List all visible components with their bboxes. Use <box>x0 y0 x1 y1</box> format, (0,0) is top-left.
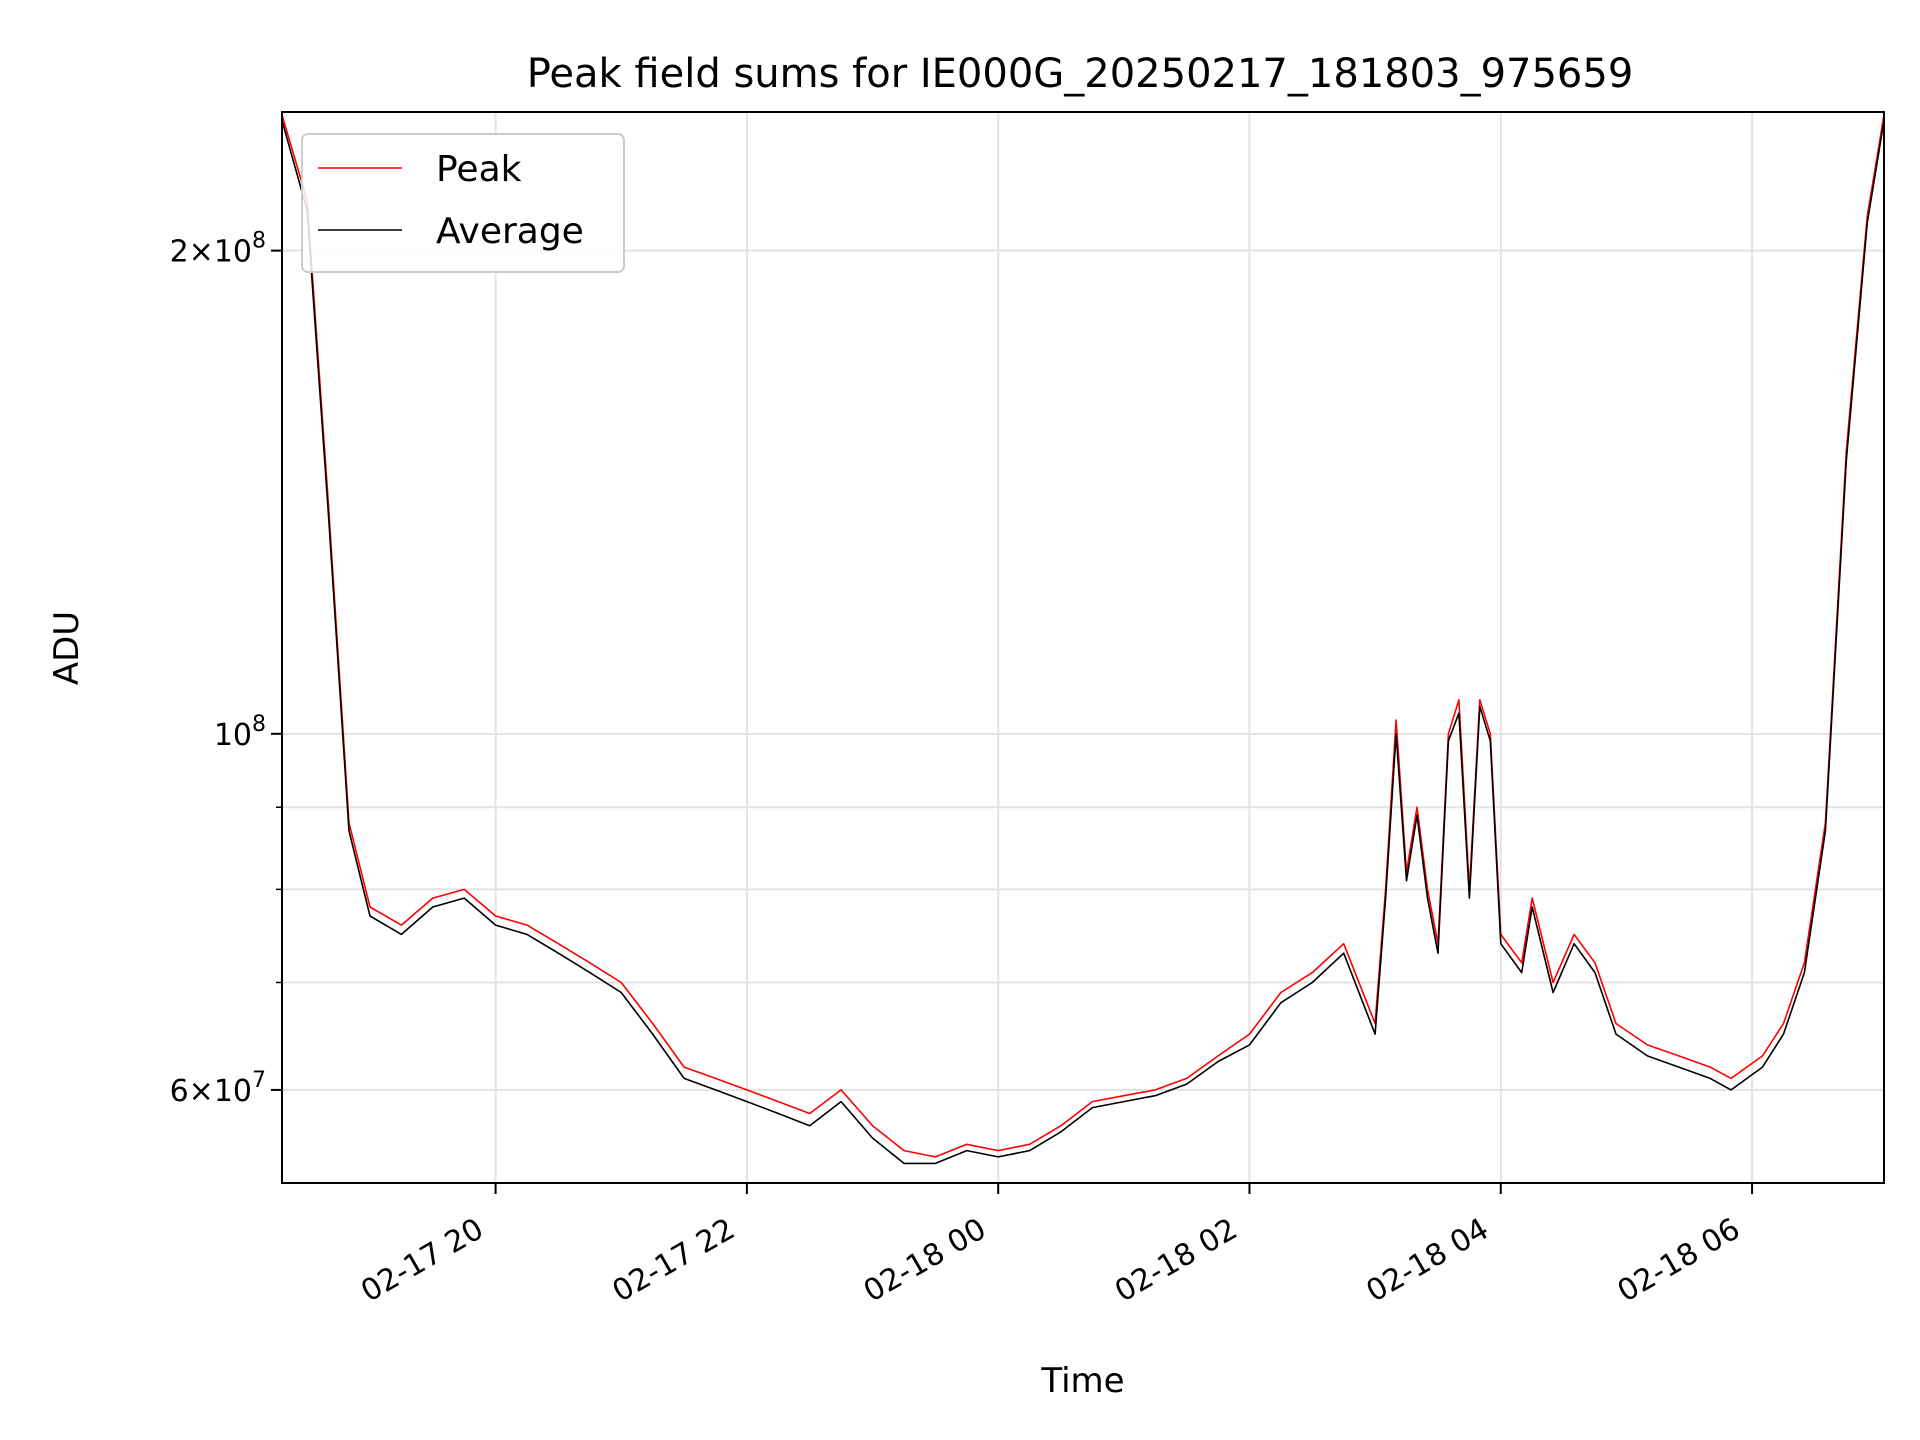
y-axis-label: ADU <box>47 611 87 685</box>
legend-label-average: Average <box>436 211 584 252</box>
y-tick-label-exponent: 8 <box>252 229 266 254</box>
series-line-peak <box>282 114 1884 1158</box>
x-axis-label: Time <box>1040 1361 1124 1401</box>
series-lines <box>282 114 1884 1165</box>
chart-title: Peak field sums for IE000G_20250217_1818… <box>527 51 1634 97</box>
legend-label-peak: Peak <box>436 149 522 190</box>
y-tick-label-base: 6×10 <box>170 1074 252 1109</box>
y-tick-label: 108 <box>214 712 266 753</box>
plot-frame <box>281 111 1885 1184</box>
y-tick-label-exponent: 8 <box>252 712 266 737</box>
y-tick-label: 6×107 <box>170 1068 266 1109</box>
y-tick-label-exponent: 7 <box>252 1068 266 1093</box>
y-tick-label: 2×108 <box>170 229 266 270</box>
series-line-average <box>282 120 1884 1165</box>
grid-lines <box>282 112 1884 1183</box>
y-tick-label-base: 2×10 <box>170 235 252 270</box>
legend: Peak Average <box>301 133 625 273</box>
y-tick-label-base: 10 <box>214 718 252 753</box>
